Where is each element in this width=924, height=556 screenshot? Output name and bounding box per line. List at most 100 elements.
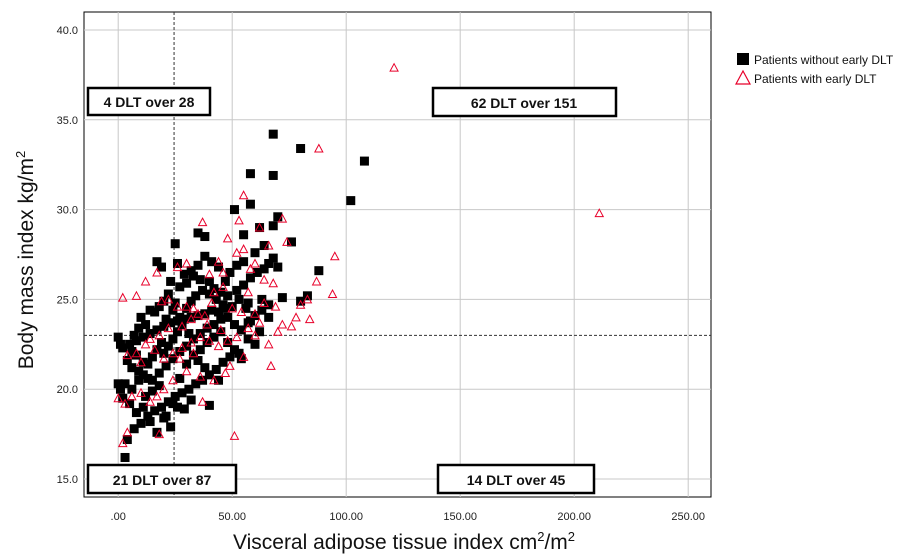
point-with-dlt (234, 215, 244, 225)
quadrant-label-bottom-left: 21 DLT over 87 (86, 463, 238, 495)
point-without-dlt (127, 384, 137, 394)
point-with-dlt (163, 294, 174, 304)
point-with-dlt (209, 287, 219, 297)
point-with-dlt (127, 391, 137, 401)
point-with-dlt (149, 344, 160, 354)
point-without-dlt (209, 320, 219, 330)
point-without-dlt (168, 399, 178, 409)
point-without-dlt (296, 144, 306, 154)
point-with-dlt (254, 317, 265, 327)
point-with-dlt (213, 256, 224, 266)
point-with-dlt (181, 366, 192, 376)
point-without-dlt (250, 248, 260, 258)
quadrant-label-text: 62 DLT over 151 (471, 95, 578, 111)
point-with-dlt (122, 427, 133, 437)
point-without-dlt (120, 379, 130, 389)
quadrant-label-top-right: 62 DLT over 151 (431, 86, 618, 118)
point-without-dlt (220, 276, 230, 286)
point-without-dlt (268, 129, 278, 139)
point-with-dlt (272, 326, 283, 336)
point-without-dlt (141, 320, 151, 330)
point-without-dlt (359, 156, 369, 166)
series-with-dlt (113, 62, 605, 448)
point-without-dlt (170, 239, 180, 249)
point-without-dlt (143, 373, 153, 383)
point-without-dlt (255, 223, 265, 233)
point-with-dlt (186, 337, 196, 347)
point-without-dlt (145, 305, 155, 315)
point-without-dlt (257, 294, 267, 304)
point-with-dlt (238, 244, 249, 254)
point-without-dlt (134, 366, 144, 376)
point-without-dlt (145, 417, 155, 427)
x-tick-label: .00 (111, 511, 126, 523)
point-with-dlt (145, 333, 155, 343)
point-without-dlt (147, 375, 157, 385)
point-without-dlt (255, 327, 265, 337)
point-without-dlt (236, 325, 246, 335)
point-with-dlt (218, 281, 228, 291)
point-with-dlt (231, 247, 242, 257)
point-without-dlt (163, 397, 173, 407)
point-without-dlt (264, 258, 274, 268)
point-with-dlt (158, 353, 169, 363)
point-without-dlt (138, 370, 148, 380)
point-without-dlt (172, 402, 182, 412)
point-with-dlt (282, 236, 292, 246)
point-with-dlt (286, 321, 297, 331)
point-without-dlt (125, 339, 135, 349)
y-tick-labels: 15.0 20.0 25.0 30.0 35.0 40.0 (57, 25, 78, 486)
point-without-dlt (177, 320, 187, 330)
point-with-dlt (229, 430, 240, 440)
point-with-dlt (250, 258, 260, 268)
point-without-dlt (175, 312, 185, 322)
point-with-dlt (204, 335, 215, 345)
point-with-dlt (120, 398, 130, 408)
point-without-dlt (115, 339, 125, 349)
point-without-dlt (207, 305, 217, 315)
point-without-dlt (193, 311, 203, 321)
point-without-dlt (218, 300, 228, 310)
point-without-dlt (147, 352, 157, 362)
point-without-dlt (211, 364, 221, 374)
point-without-dlt (136, 418, 146, 428)
point-without-dlt (259, 264, 269, 274)
point-with-dlt (156, 296, 167, 306)
point-without-dlt (232, 285, 242, 295)
point-with-dlt (117, 438, 128, 448)
point-with-dlt (193, 308, 203, 318)
point-without-dlt (264, 300, 274, 310)
point-with-dlt (181, 301, 192, 311)
point-without-dlt (131, 408, 141, 418)
point-without-dlt (186, 312, 196, 322)
point-with-dlt (174, 353, 185, 363)
point-with-dlt (152, 267, 162, 277)
legend-marker-square (737, 53, 749, 65)
point-without-dlt (268, 221, 278, 231)
point-with-dlt (222, 335, 233, 345)
point-with-dlt (222, 233, 233, 243)
x-tick-label: 150.00 (443, 511, 477, 523)
point-without-dlt (202, 338, 212, 348)
legend-label-with-dlt: Patients with early DLT (754, 72, 877, 86)
point-without-dlt (191, 379, 201, 389)
point-without-dlt (122, 355, 132, 365)
point-without-dlt (182, 359, 192, 369)
point-without-dlt (182, 303, 192, 313)
point-without-dlt (223, 312, 233, 322)
point-with-dlt (311, 276, 322, 286)
point-without-dlt (252, 267, 262, 277)
point-with-dlt (168, 375, 178, 385)
point-without-dlt (168, 354, 178, 364)
point-with-dlt (215, 324, 226, 334)
point-without-dlt (177, 388, 187, 398)
point-without-dlt (138, 332, 148, 342)
point-without-dlt (229, 205, 239, 215)
legend: Patients without early DLT Patients with… (734, 53, 894, 86)
point-without-dlt (166, 318, 176, 328)
point-without-dlt (143, 411, 153, 421)
x-tick-labels: .00 50.00 100.00 150.00 200.00 250.00 (111, 511, 705, 523)
point-with-dlt (177, 342, 187, 352)
point-without-dlt (166, 422, 176, 432)
x-tick-label: 250.00 (671, 511, 705, 523)
